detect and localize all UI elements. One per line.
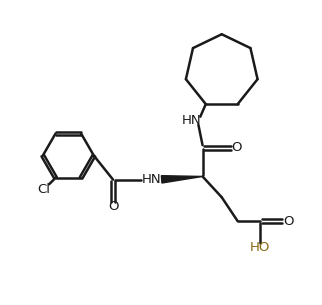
Text: HN: HN bbox=[142, 173, 161, 186]
Text: HO: HO bbox=[250, 241, 270, 254]
Text: O: O bbox=[231, 141, 242, 154]
Text: O: O bbox=[284, 215, 294, 228]
Text: Cl: Cl bbox=[37, 184, 50, 196]
Polygon shape bbox=[161, 176, 203, 183]
Text: HN: HN bbox=[182, 114, 201, 127]
Text: O: O bbox=[108, 200, 118, 213]
